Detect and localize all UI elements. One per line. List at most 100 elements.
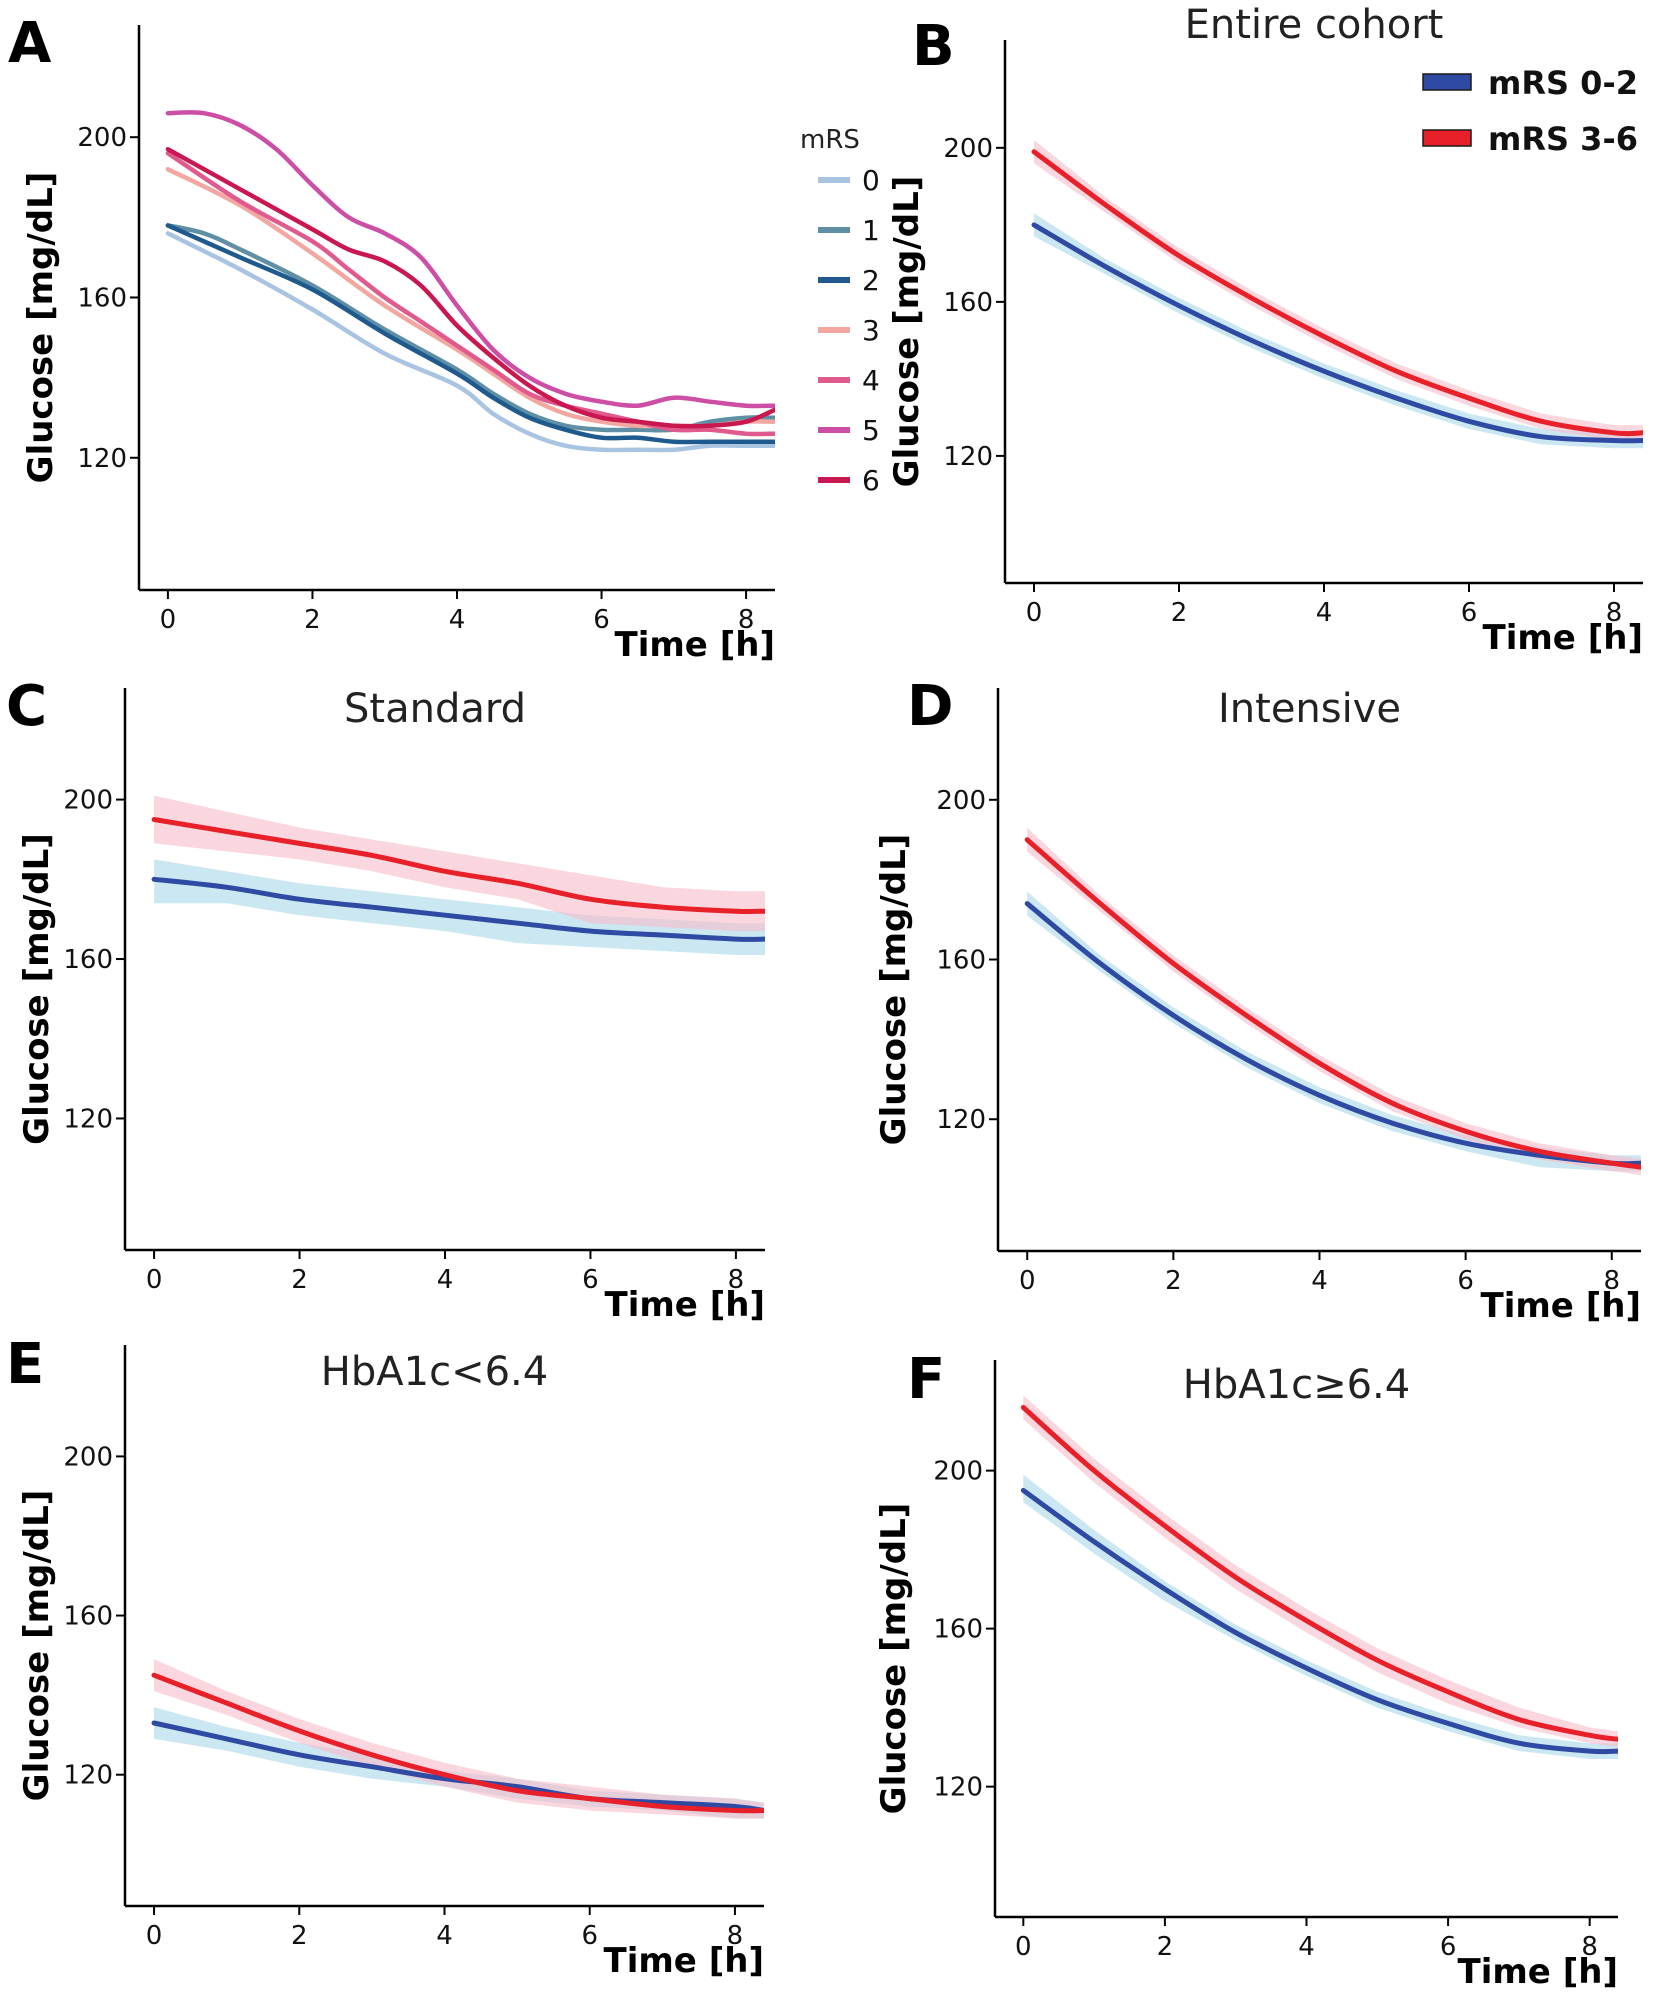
plot-area — [1020, 1395, 1618, 1759]
series-line-mrs-0-2 — [1024, 901, 1641, 1167]
legend-title: mRS — [800, 125, 860, 155]
legend-label: 6 — [862, 464, 880, 497]
y-tick-label: 200 — [63, 786, 113, 816]
x-tick-label: 6 — [1440, 1932, 1457, 1962]
y-axis-label: Glucose [mg/dL] — [17, 1490, 57, 1802]
x-tick-label: 8 — [728, 1265, 745, 1295]
x-tick-label: 6 — [1461, 598, 1478, 628]
x-tick-label: 8 — [1606, 598, 1623, 628]
confidence-band-mrs-3-6 — [1023, 1395, 1618, 1748]
x-axis-label: Time [h] — [1458, 1952, 1618, 1992]
legend: mRS 0-2 mRS 3-6 — [1422, 64, 1638, 158]
series-line-mrs-0-2 — [1031, 222, 1643, 444]
x-tick-label: 6 — [581, 1921, 598, 1951]
panel-letter: C — [6, 674, 47, 739]
y-axis-label: Glucose [mg/dL] — [874, 834, 914, 1146]
y-tick-label: 200 — [943, 134, 993, 164]
x-tick-label: 2 — [1165, 1266, 1182, 1296]
y-axis-label: Glucose [mg/dL] — [17, 833, 57, 1145]
plot-area — [165, 110, 775, 453]
confidence-band-mrs-3-6 — [1027, 827, 1641, 1176]
panel-title: Entire cohort — [1185, 2, 1444, 48]
plot-area — [1031, 140, 1643, 449]
y-tick-label: 120 — [933, 1773, 983, 1803]
x-tick-label: 0 — [146, 1265, 163, 1295]
series-line-3 — [165, 167, 775, 429]
y-tick-label: 200 — [63, 1442, 113, 1472]
series-line-mrs-3-6 — [1024, 837, 1641, 1170]
panel-title: Standard — [344, 686, 526, 732]
series-line-2 — [165, 223, 775, 445]
series-line-0 — [165, 231, 775, 453]
x-tick-label: 8 — [1581, 1932, 1598, 1962]
x-tick-label: 8 — [738, 605, 755, 635]
y-tick-label: 160 — [936, 946, 986, 976]
y-axis-label: Glucose [mg/dL] — [887, 176, 927, 488]
x-tick-label: 2 — [1157, 1932, 1174, 1962]
y-tick-label: 200 — [936, 786, 986, 816]
x-axis-label: Time [h] — [604, 1941, 764, 1981]
x-tick-label: 2 — [1171, 598, 1188, 628]
x-tick-label: 4 — [449, 605, 466, 635]
x-axis-label: Time [h] — [1481, 1286, 1641, 1326]
panel-letter: D — [907, 674, 953, 739]
series-line-mrs-0-2 — [151, 876, 765, 942]
y-tick-label: 160 — [63, 1602, 113, 1632]
panel-title: HbA1c<6.4 — [321, 1349, 548, 1395]
y-axis-label: Glucose [mg/dL] — [21, 172, 61, 484]
y-tick-label: 160 — [63, 945, 113, 975]
series-line-5 — [165, 110, 775, 409]
panel-letter: F — [907, 1347, 945, 1412]
legend-label: 1 — [862, 214, 880, 247]
y-axis-label: Glucose [mg/dL] — [874, 1503, 914, 1815]
y-tick-label: 120 — [63, 1104, 113, 1134]
series-line-mrs-3-6 — [1020, 1404, 1618, 1742]
legend-label: mRS 0-2 — [1488, 64, 1638, 102]
x-tick-label: 0 — [1015, 1932, 1032, 1962]
series-line-mrs-3-6 — [151, 817, 765, 915]
x-tick-label: 4 — [436, 1921, 453, 1951]
y-tick-label: 120 — [936, 1105, 986, 1135]
x-tick-label: 0 — [1019, 1266, 1036, 1296]
x-tick-label: 4 — [437, 1265, 454, 1295]
x-axis-label: Time [h] — [615, 625, 775, 665]
x-tick-label: 0 — [1026, 598, 1043, 628]
panel-letter: B — [912, 14, 955, 79]
series-line-4 — [165, 150, 775, 437]
x-tick-label: 0 — [146, 1921, 163, 1951]
confidence-band-mrs-3-6 — [154, 795, 765, 932]
plot-area — [151, 1659, 764, 1819]
x-tick-label: 4 — [1298, 1932, 1315, 1962]
x-tick-label: 2 — [291, 1921, 308, 1951]
y-tick-label: 160 — [77, 283, 127, 313]
y-tick-label: 160 — [943, 288, 993, 318]
legend-label: 2 — [862, 264, 880, 297]
y-tick-label: 120 — [943, 442, 993, 472]
x-tick-label: 8 — [727, 1921, 744, 1951]
panel-letter: A — [8, 11, 52, 76]
x-tick-label: 6 — [582, 1265, 599, 1295]
confidence-band-mrs-0-2 — [1034, 213, 1643, 449]
legend-label: 3 — [862, 314, 880, 347]
confidence-band-mrs-3-6 — [1034, 140, 1643, 441]
series-line-mrs-0-2 — [1020, 1487, 1618, 1755]
plot-area — [1024, 827, 1641, 1176]
legend-swatch — [1422, 129, 1472, 147]
legend-label: 5 — [862, 414, 880, 447]
x-tick-label: 6 — [593, 605, 610, 635]
x-tick-label: 2 — [304, 605, 321, 635]
x-tick-label: 0 — [160, 605, 177, 635]
y-tick-label: 160 — [933, 1615, 983, 1645]
series-line-mrs-3-6 — [1031, 149, 1643, 437]
legend-label: 4 — [862, 364, 880, 397]
panel-title: HbA1c≥6.4 — [1183, 1362, 1410, 1408]
y-tick-label: 120 — [63, 1761, 113, 1791]
x-tick-label: 4 — [1316, 598, 1333, 628]
